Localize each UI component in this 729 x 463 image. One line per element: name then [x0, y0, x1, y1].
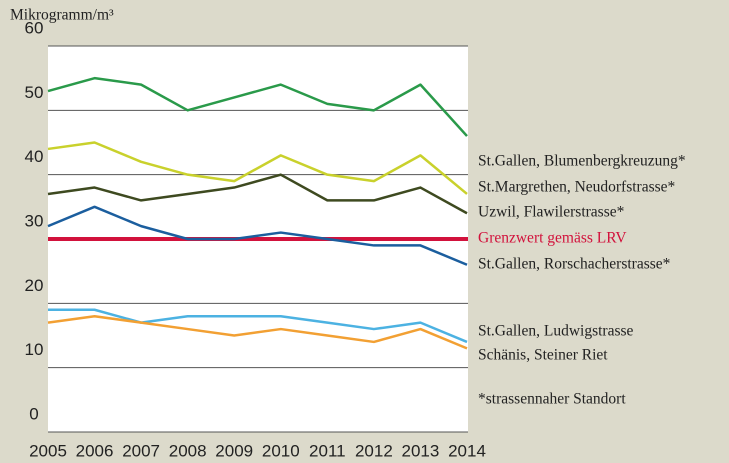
footnote: *strassennaher Standort: [478, 391, 626, 408]
y-tick-label: 10: [25, 340, 44, 359]
x-tick-label: 2013: [402, 441, 440, 460]
data-line: [47, 141, 468, 195]
x-tick-label: 2014: [448, 441, 486, 460]
x-tick-label: 2008: [169, 441, 207, 460]
data-line: [47, 205, 468, 266]
y-tick-label: 20: [25, 276, 44, 295]
x-tick-label: 2010: [262, 441, 300, 460]
x-tick-label: 2012: [355, 441, 393, 460]
y-tick-label: 60: [25, 18, 44, 37]
series-label: Schänis, Steiner Riet: [478, 347, 608, 364]
data-line: [48, 308, 468, 344]
x-tick-label: 2007: [122, 441, 160, 460]
y-axis-label: Mikrogramm/m³: [10, 7, 114, 24]
reference-label: Grenzwert gemäss LRV: [478, 230, 627, 247]
y-tick-label: 40: [25, 147, 44, 166]
data-line: [47, 76, 468, 137]
x-tick-label: 2011: [309, 441, 346, 460]
series-label: St.Margrethen, Neudorfstrasse*: [478, 179, 676, 196]
x-tick-label: 2005: [29, 441, 67, 460]
x-tick-label: 2006: [76, 441, 114, 460]
series-label: Uzwil, Flawilerstrasse*: [478, 204, 625, 221]
data-line: [47, 173, 468, 215]
series-label: St.Gallen, Rorschacherstrasse*: [478, 256, 671, 273]
y-tick-label: 0: [29, 404, 38, 423]
y-tick-label: 30: [25, 211, 44, 230]
series-label: St.Gallen, Ludwigstrasse: [478, 323, 634, 340]
data-line: [47, 314, 468, 350]
x-tick-label: 2009: [215, 441, 253, 460]
y-tick-label: 50: [25, 83, 44, 102]
series-label: St.Gallen, Blumenbergkreuzung*: [478, 153, 686, 170]
